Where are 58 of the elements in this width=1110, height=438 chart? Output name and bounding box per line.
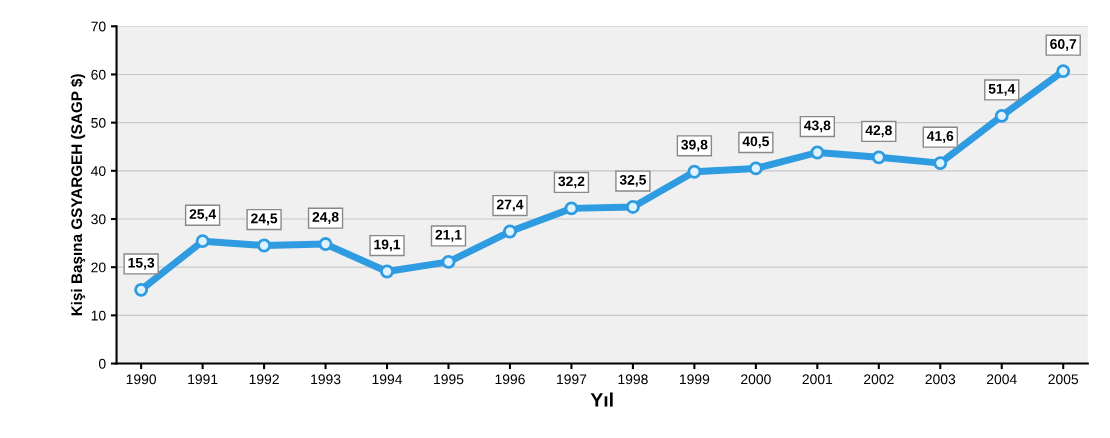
data-label: 21,1 [435, 229, 462, 242]
point [810, 145, 825, 160]
point [625, 200, 640, 214]
point [1056, 64, 1071, 79]
data-label: 32,2 [558, 176, 585, 189]
point [503, 224, 517, 239]
x-tick-label: 1995 [434, 374, 464, 385]
data-label: 24,5 [251, 213, 278, 226]
data-label: 39,8 [681, 139, 708, 152]
x-tick-label: 1990 [126, 374, 157, 385]
data-label: 25,4 [189, 209, 217, 221]
data-label: 15,3 [128, 257, 155, 270]
data-label: 27,4 [496, 199, 524, 212]
x-tick-label: 2005 [1048, 374, 1079, 385]
data-label: 42,8 [865, 125, 892, 138]
point [195, 234, 210, 249]
y-tick-label: 70 [91, 21, 106, 32]
data-label: 40,5 [742, 136, 769, 149]
x-tick-label: 1996 [495, 374, 525, 385]
point [933, 156, 948, 171]
y-tick-label: 10 [91, 310, 106, 321]
point [994, 108, 1009, 123]
point [871, 150, 886, 165]
point [134, 282, 149, 297]
y-tick-label: 40 [91, 166, 106, 176]
x-tick-label: 2002 [864, 374, 894, 385]
x-tick-label: 1991 [188, 374, 218, 385]
data-label: 24,8 [312, 212, 339, 224]
y-tick-label: 20 [91, 262, 106, 273]
data-label: 19,1 [374, 239, 401, 252]
y-axis-title: Kişi Başına GSYARGEH (SAGP $) [70, 74, 86, 316]
x-tick-label: 1994 [372, 374, 403, 385]
y-tick-label: 0 [98, 358, 106, 369]
x-tick-label: 1993 [311, 374, 341, 385]
data-label: 51,4 [988, 84, 1016, 96]
y-tick-label: 30 [91, 214, 106, 225]
x-tick-label: 2004 [986, 374, 1017, 385]
x-axis-title: Yıl [590, 392, 613, 407]
y-tick-label: 60 [91, 69, 106, 80]
data-label: 43,8 [804, 120, 831, 133]
point [687, 164, 702, 179]
x-tick-label: 1998 [618, 374, 648, 385]
point [441, 254, 456, 269]
data-label: 41,6 [926, 131, 954, 143]
x-tick-label: 1997 [557, 374, 587, 385]
point [380, 264, 394, 279]
y-tick-label: 50 [91, 117, 106, 128]
data-label: 32,5 [619, 174, 647, 187]
point [318, 237, 333, 251]
x-tick-label: 2001 [802, 374, 833, 385]
data-label: 60,7 [1050, 39, 1077, 51]
x-tick-label: 1999 [679, 374, 710, 385]
x-tick-label: 1992 [249, 374, 279, 385]
x-tick-label: 2000 [741, 374, 771, 385]
point [257, 238, 272, 253]
x-tick-label: 2003 [925, 374, 956, 385]
point [564, 201, 579, 216]
point [748, 161, 763, 176]
